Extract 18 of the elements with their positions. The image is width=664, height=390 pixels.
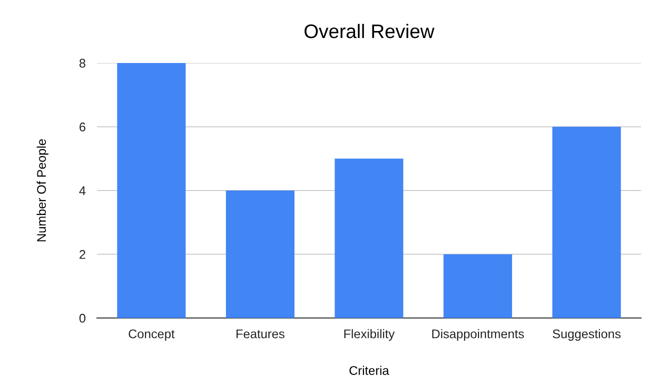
- x-tick-label: Flexibility: [344, 329, 395, 341]
- bar: [444, 254, 512, 318]
- x-axis-title: Criteria: [349, 366, 390, 375]
- bar: [552, 126, 621, 318]
- x-tick-label: Concept: [128, 329, 175, 341]
- x-tick-label: Disappointments: [432, 329, 524, 341]
- y-tick-label: 8: [79, 58, 86, 68]
- y-axis-title: Number Of People: [36, 139, 48, 242]
- y-tick-label: 2: [80, 250, 86, 259]
- bar: [226, 190, 294, 318]
- y-tick-label: 4: [79, 186, 86, 196]
- bar: [334, 158, 404, 318]
- x-tick-label: Features: [236, 330, 284, 338]
- bar: [117, 63, 186, 318]
- x-tick-label: Suggestions: [552, 329, 621, 341]
- chart-title: Overall Review: [304, 24, 434, 38]
- y-tick-label: 6: [80, 122, 86, 132]
- y-tick-label: 0: [79, 314, 86, 323]
